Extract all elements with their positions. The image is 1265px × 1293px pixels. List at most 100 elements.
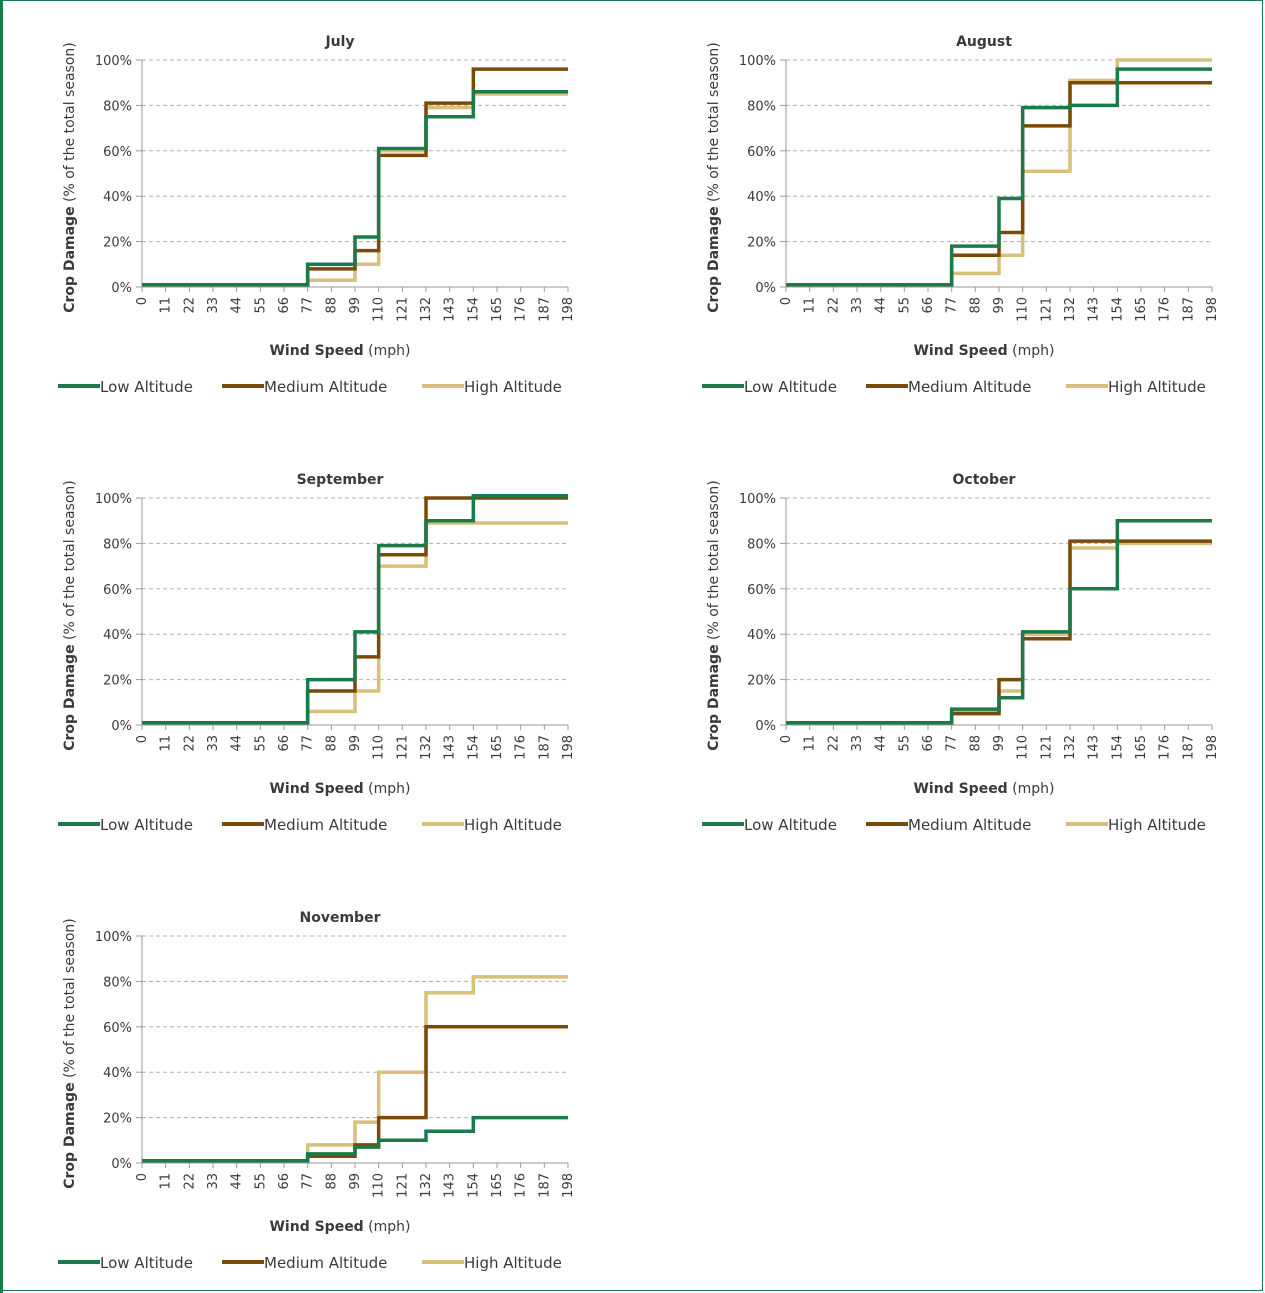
legend-label-medium: Medium Altitude bbox=[908, 378, 1031, 396]
y-axis-label: Crop Damage (% of the total season) bbox=[62, 42, 78, 313]
series-line-medium-altitude bbox=[142, 496, 568, 725]
x-tick-label: 121 bbox=[1039, 735, 1054, 760]
y-axis-label-bold: Crop Damage bbox=[706, 644, 722, 750]
x-tick-label: 77 bbox=[301, 1173, 316, 1190]
y-tick-label: 60% bbox=[747, 583, 776, 598]
x-tick-label: 66 bbox=[277, 735, 292, 752]
legend-label-low: Low Altitude bbox=[100, 378, 193, 396]
y-tick-label: 20% bbox=[747, 674, 776, 689]
series-line-low-altitude bbox=[142, 1115, 568, 1163]
x-tick-label: 121 bbox=[1039, 297, 1054, 322]
x-tick-label: 187 bbox=[537, 1173, 552, 1198]
x-tick-label: 66 bbox=[921, 297, 936, 314]
x-tick-label: 77 bbox=[301, 297, 316, 314]
x-tick-label: 77 bbox=[301, 735, 316, 752]
legend-label-high: High Altitude bbox=[1108, 378, 1206, 396]
x-tick-label: 22 bbox=[182, 735, 197, 752]
y-tick-label: 40% bbox=[103, 1066, 132, 1081]
x-tick-label: 55 bbox=[897, 297, 912, 314]
y-axis-label-rest: (% of the total season) bbox=[62, 42, 78, 206]
y-tick-label: 60% bbox=[103, 1021, 132, 1036]
x-tick-label: 22 bbox=[826, 735, 841, 752]
x-tick-label: 154 bbox=[466, 735, 481, 760]
x-tick-label: 44 bbox=[874, 297, 889, 314]
y-tick-label: 0% bbox=[755, 281, 776, 296]
x-tick-label: 198 bbox=[561, 1173, 576, 1198]
chart-title: November bbox=[300, 910, 381, 926]
legend-label-low: Low Altitude bbox=[100, 816, 193, 834]
x-tick-label: 88 bbox=[968, 735, 983, 752]
y-axis-label-rest: (% of the total season) bbox=[62, 918, 78, 1082]
x-tick-label: 33 bbox=[206, 297, 221, 314]
y-axis-label: Crop Damage (% of the total season) bbox=[706, 42, 722, 313]
x-tick-label: 33 bbox=[850, 735, 865, 752]
x-tick-label: 165 bbox=[1134, 297, 1149, 322]
x-tick-label: 88 bbox=[324, 735, 339, 752]
x-axis-label-bold: Wind Speed bbox=[269, 781, 363, 797]
x-tick-label: 55 bbox=[253, 1173, 268, 1190]
x-tick-label: 0 bbox=[135, 735, 150, 743]
x-tick-label: 11 bbox=[159, 1173, 174, 1190]
x-tick-label: 66 bbox=[277, 297, 292, 314]
x-tick-label: 110 bbox=[1016, 735, 1031, 760]
x-tick-label: 154 bbox=[466, 297, 481, 322]
x-tick-label: 132 bbox=[1063, 297, 1078, 322]
x-tick-label: 154 bbox=[466, 1173, 481, 1198]
x-tick-label: 187 bbox=[1181, 735, 1196, 760]
x-tick-label: 88 bbox=[324, 297, 339, 314]
x-tick-label: 11 bbox=[159, 735, 174, 752]
y-tick-label: 20% bbox=[103, 1112, 132, 1127]
legend-label-low: Low Altitude bbox=[744, 378, 837, 396]
figure-frame-left-edge bbox=[0, 0, 3, 1293]
y-tick-label: 20% bbox=[103, 674, 132, 689]
x-tick-label: 187 bbox=[1181, 297, 1196, 322]
x-tick-label: 165 bbox=[490, 1173, 505, 1198]
y-tick-label: 100% bbox=[739, 492, 776, 507]
x-tick-label: 165 bbox=[490, 735, 505, 760]
y-axis-label-rest: (% of the total season) bbox=[706, 42, 722, 206]
x-tick-label: 154 bbox=[1110, 735, 1125, 760]
x-tick-label: 99 bbox=[348, 1173, 363, 1190]
x-tick-label: 176 bbox=[514, 297, 529, 322]
x-tick-label: 44 bbox=[230, 1173, 245, 1190]
x-tick-label: 99 bbox=[992, 297, 1007, 314]
x-axis-label-rest: (mph) bbox=[364, 781, 411, 797]
x-axis-label-rest: (mph) bbox=[364, 343, 411, 359]
x-tick-label: 110 bbox=[372, 297, 387, 322]
chart-panel-october: October 0% 20% 40% 60% 80% 100% 0 11 22 33 44 55 66 77… bbox=[702, 472, 1220, 834]
y-tick-label: 60% bbox=[747, 145, 776, 160]
series-line-low-altitude bbox=[786, 67, 1212, 287]
y-axis-label-rest: (% of the total season) bbox=[62, 480, 78, 644]
x-tick-label: 121 bbox=[395, 297, 410, 322]
chart-panel-november: November 0% 20% 40% 60% 80% 100% 0 11 22 33 44 55 66 7… bbox=[58, 910, 576, 1272]
x-tick-label: 33 bbox=[850, 297, 865, 314]
x-tick-label: 132 bbox=[419, 735, 434, 760]
x-axis-label: Wind Speed (mph) bbox=[269, 1219, 410, 1235]
x-tick-label: 0 bbox=[135, 297, 150, 305]
x-tick-label: 11 bbox=[803, 735, 818, 752]
series-line-medium-altitude bbox=[786, 539, 1212, 725]
y-tick-label: 60% bbox=[103, 145, 132, 160]
x-tick-label: 132 bbox=[419, 1173, 434, 1198]
x-tick-label: 22 bbox=[182, 1173, 197, 1190]
legend-label-low: Low Altitude bbox=[744, 816, 837, 834]
y-tick-label: 0% bbox=[755, 719, 776, 734]
x-tick-label: 99 bbox=[992, 735, 1007, 752]
x-tick-label: 88 bbox=[968, 297, 983, 314]
y-tick-label: 20% bbox=[103, 236, 132, 251]
x-axis-label-bold: Wind Speed bbox=[269, 343, 363, 359]
x-tick-label: 33 bbox=[206, 735, 221, 752]
x-axis-label-rest: (mph) bbox=[364, 1219, 411, 1235]
x-axis-label: Wind Speed (mph) bbox=[269, 343, 410, 359]
y-axis-label-bold: Crop Damage bbox=[62, 1082, 78, 1188]
y-tick-label: 0% bbox=[111, 1157, 132, 1172]
x-tick-label: 22 bbox=[826, 297, 841, 314]
x-axis-label: Wind Speed (mph) bbox=[913, 343, 1054, 359]
x-tick-label: 198 bbox=[561, 297, 576, 322]
y-tick-label: 80% bbox=[747, 537, 776, 552]
series-line-low-altitude bbox=[142, 90, 568, 287]
legend-label-high: High Altitude bbox=[1108, 816, 1206, 834]
x-tick-label: 99 bbox=[348, 735, 363, 752]
